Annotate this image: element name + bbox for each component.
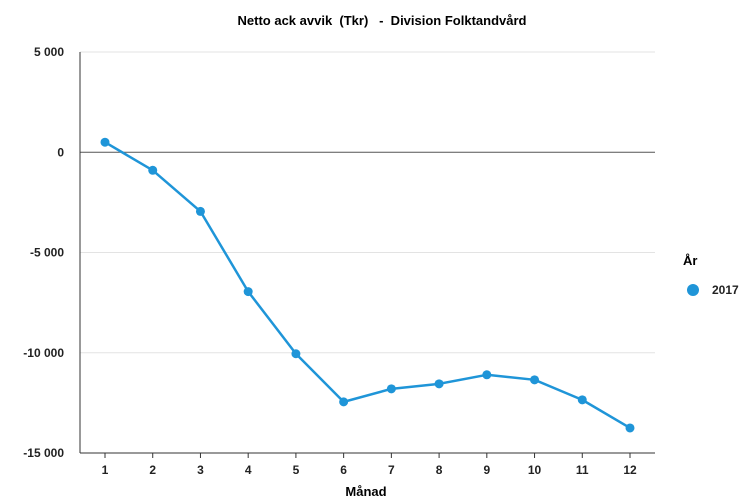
- x-tick-label: 5: [293, 463, 300, 477]
- x-tick-labels: 1 2 3 4 5 6 7 8 9 10 11 12: [102, 453, 637, 477]
- data-point[interactable]: [434, 379, 444, 389]
- x-tick-label: 8: [436, 463, 443, 477]
- x-tick-label: 1: [102, 463, 109, 477]
- x-tick-label: 12: [623, 463, 637, 477]
- y-tick-label: 5 000: [34, 45, 64, 59]
- data-point[interactable]: [625, 423, 635, 433]
- data-point[interactable]: [482, 370, 492, 380]
- data-point[interactable]: [195, 206, 205, 216]
- x-tick-label: 11: [576, 463, 589, 477]
- y-tick-label: 0: [57, 145, 64, 159]
- data-point[interactable]: [243, 287, 253, 297]
- y-tick-label: -10 000: [23, 346, 64, 360]
- data-point[interactable]: [100, 137, 110, 147]
- x-tick-label: 6: [340, 463, 347, 477]
- legend-label-2017[interactable]: 2017: [712, 283, 739, 297]
- data-point[interactable]: [291, 349, 301, 359]
- y-tick-label: -15 000: [23, 446, 64, 460]
- data-point[interactable]: [386, 384, 396, 394]
- x-tick-label: 3: [197, 463, 204, 477]
- data-point[interactable]: [530, 375, 540, 385]
- x-axis-title: Månad: [345, 484, 386, 499]
- y-tick-labels: 5 000 0 -5 000 -10 000 -15 000: [23, 45, 64, 460]
- x-tick-label: 2: [149, 463, 156, 477]
- axes: [79, 52, 655, 454]
- x-tick-label: 4: [245, 463, 252, 477]
- series-2017: [100, 137, 635, 433]
- chart-title: Netto ack avvik (Tkr) - Division Folktan…: [238, 13, 527, 28]
- x-tick-label: 10: [528, 463, 542, 477]
- legend: År 2017: [683, 253, 739, 297]
- y-tick-label: -5 000: [30, 246, 64, 260]
- x-tick-label: 7: [388, 463, 395, 477]
- legend-title: År: [683, 253, 697, 268]
- data-point[interactable]: [148, 165, 158, 175]
- legend-marker-2017[interactable]: [687, 284, 699, 296]
- grid-lines: [80, 51, 655, 354]
- data-point[interactable]: [339, 397, 349, 407]
- x-tick-label: 9: [483, 463, 490, 477]
- data-point[interactable]: [577, 395, 587, 405]
- series-line: [103, 140, 632, 430]
